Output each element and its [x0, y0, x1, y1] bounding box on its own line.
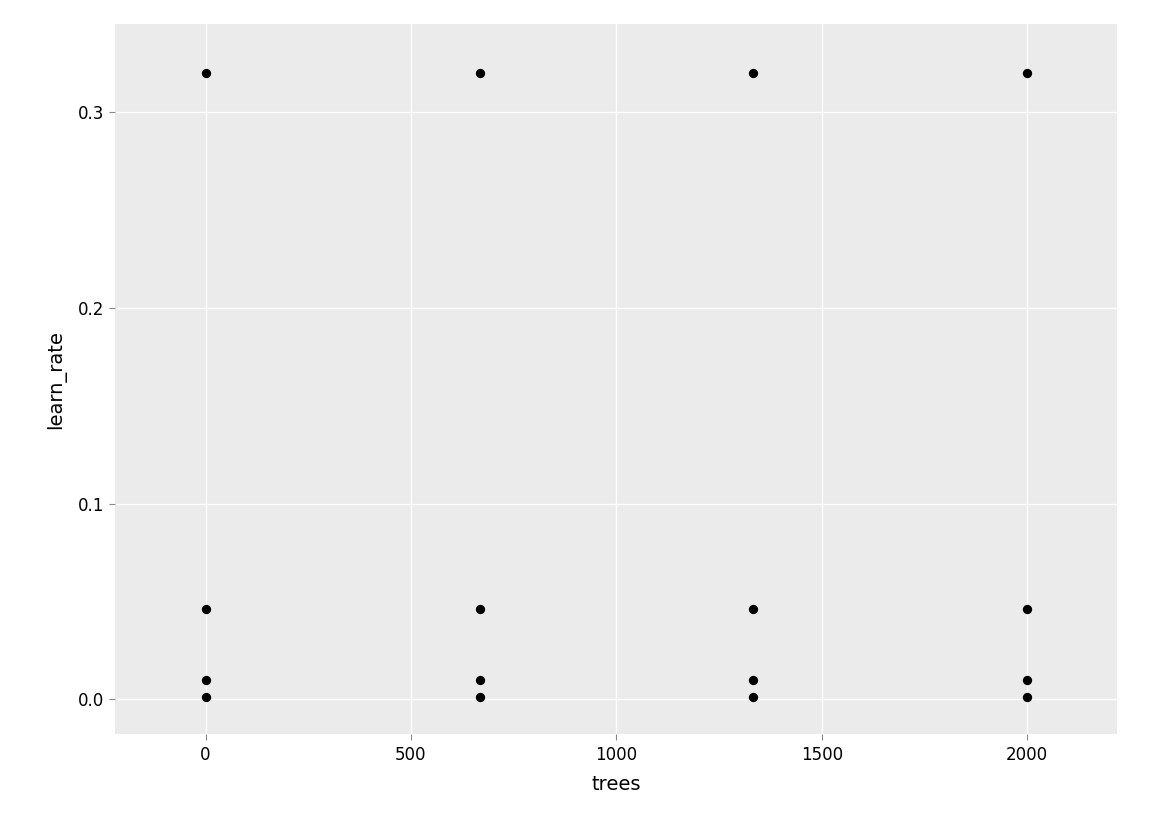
Point	[1018, 690, 1037, 703]
Point	[744, 673, 763, 686]
Point	[470, 603, 488, 616]
Point	[470, 673, 488, 686]
Point	[196, 603, 214, 616]
Point	[1018, 67, 1037, 80]
Point	[470, 690, 488, 703]
Point	[744, 67, 763, 80]
Point	[744, 603, 763, 616]
X-axis label: trees: trees	[592, 774, 641, 794]
Point	[196, 690, 214, 703]
Point	[1018, 603, 1037, 616]
Point	[196, 67, 214, 80]
Point	[196, 673, 214, 686]
Point	[470, 67, 488, 80]
Y-axis label: learn_rate: learn_rate	[46, 330, 67, 429]
Point	[744, 690, 763, 703]
Point	[1018, 673, 1037, 686]
